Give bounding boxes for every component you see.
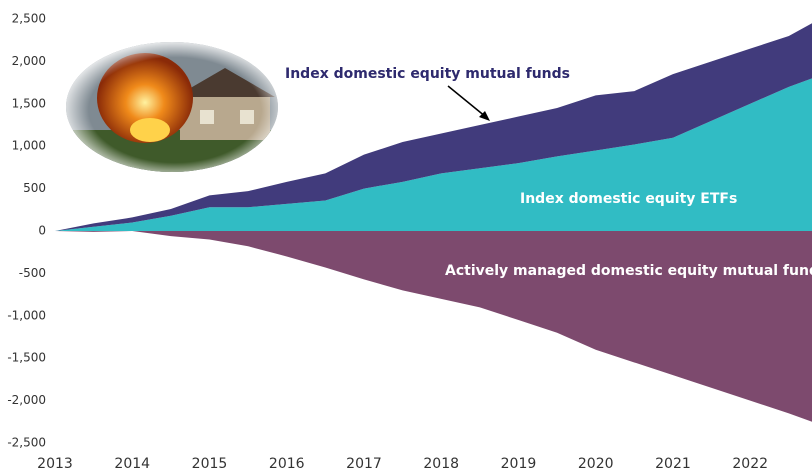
y-tick-label: 1,000	[12, 139, 46, 153]
x-tick-label: 2013	[37, 456, 73, 472]
x-tick-label: 2016	[269, 456, 305, 472]
arrow	[448, 86, 486, 117]
x-tick-label: 2018	[423, 456, 459, 472]
y-tick-label: -500	[19, 266, 46, 280]
y-tick-label: -1,000	[7, 308, 46, 322]
y-tick-label: 0	[38, 224, 46, 238]
x-tick-label: 2017	[346, 456, 382, 472]
x-tick-label: 2022	[732, 456, 768, 472]
y-tick-label: 1,500	[12, 96, 46, 110]
series-label: Index domestic equity mutual funds	[285, 66, 570, 82]
series-label: Index domestic equity ETFs	[520, 191, 737, 207]
area	[55, 231, 812, 422]
series-label: Actively managed domestic equity mutual …	[445, 263, 812, 279]
x-tick-label: 2019	[501, 456, 537, 472]
x-tick-label: 2020	[578, 456, 614, 472]
y-tick-label: -2,000	[7, 393, 46, 407]
photo	[60, 40, 290, 180]
x-tick-label: 2014	[114, 456, 150, 472]
y-tick-label: 500	[23, 181, 46, 195]
chart: Index domestic equity mutual funds Index…	[0, 0, 812, 475]
x-tick-label: 2015	[192, 456, 228, 472]
y-tick-label: -1,500	[7, 351, 46, 365]
x-tick-label: 2021	[655, 456, 691, 472]
y-tick-label: 2,500	[12, 12, 46, 26]
y-tick-label: 2,000	[12, 54, 46, 68]
y-tick-label: -2,500	[7, 436, 46, 450]
